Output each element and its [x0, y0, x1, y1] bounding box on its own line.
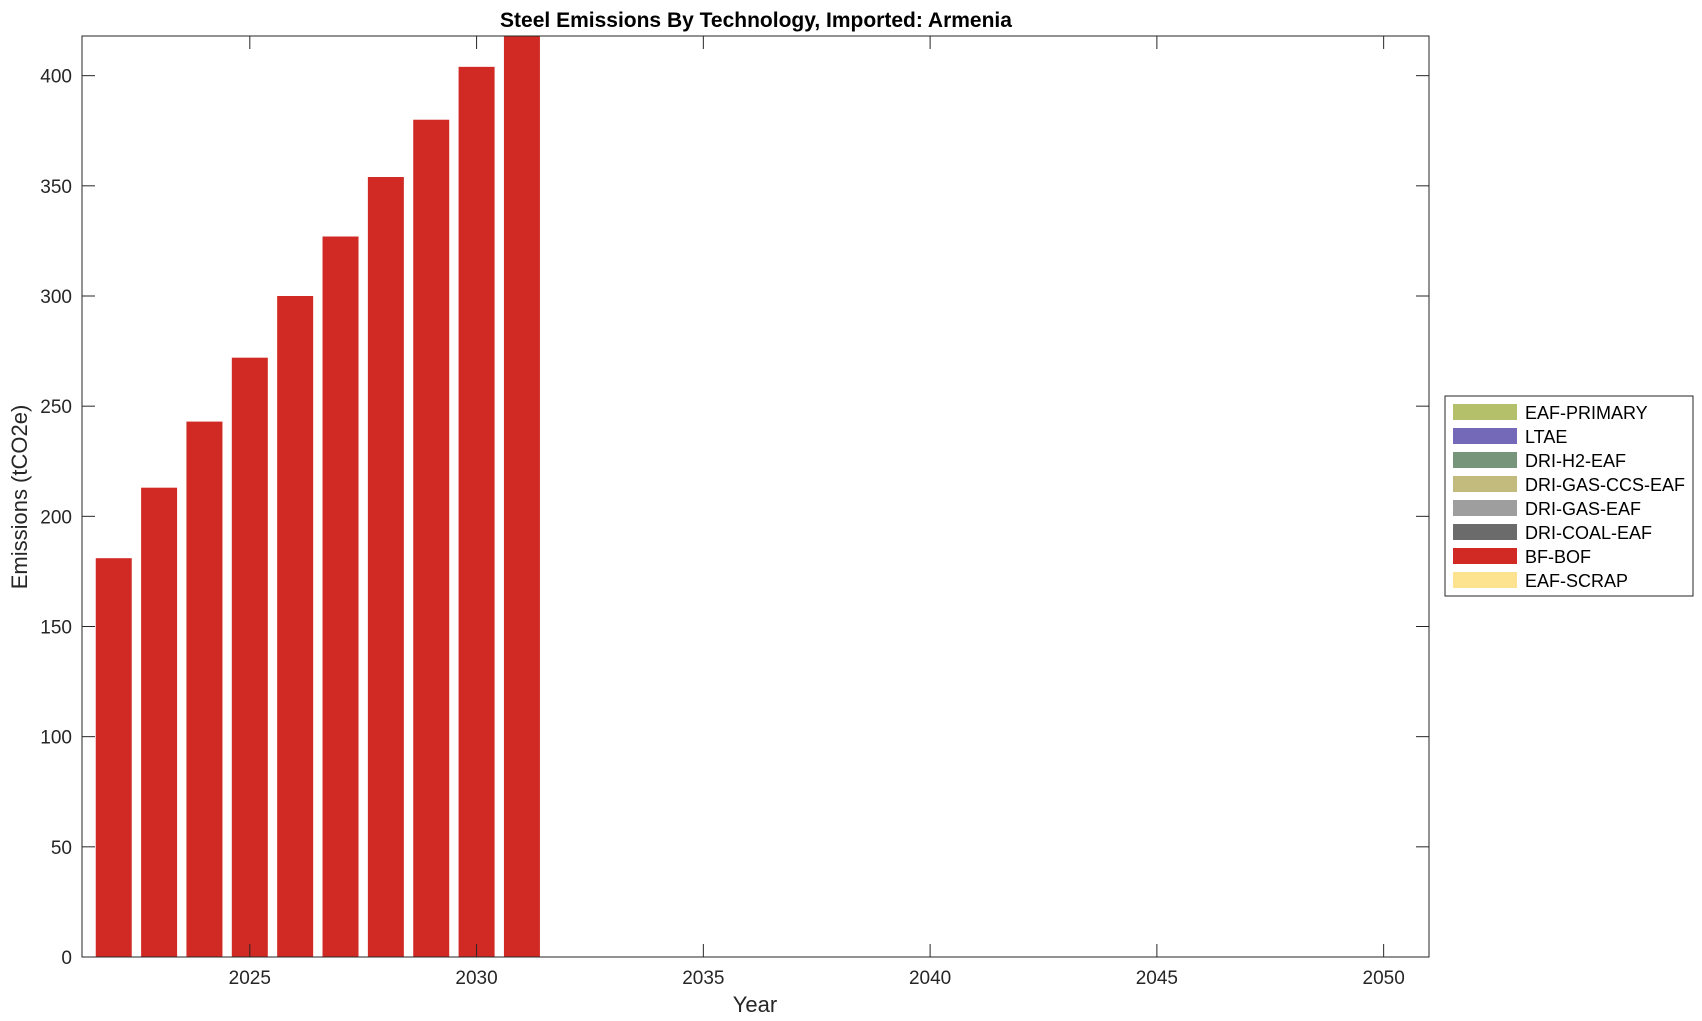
- y-tick-label: 350: [40, 177, 72, 198]
- legend-swatch-dri-gas-eaf: [1453, 500, 1517, 516]
- y-tick-label: 50: [51, 838, 72, 859]
- bar-bf-bof-2031: [503, 36, 540, 957]
- legend-label-ltae: LTAE: [1525, 427, 1567, 447]
- legend: EAF-PRIMARY LTAE DRI-H2-EAF DRI-GAS-CCS-EAF…: [1444, 395, 1694, 597]
- x-tick-label: 2035: [682, 968, 724, 989]
- legend-label-dri-coal-eaf: DRI-COAL-EAF: [1525, 523, 1652, 543]
- bar-bf-bof-2022: [95, 558, 132, 957]
- bars: [95, 36, 540, 957]
- y-tick-label: 0: [61, 948, 72, 969]
- x-axis-ticks: 2025 2030 2035 2040 2045 2050: [229, 36, 1405, 989]
- x-tick-label: 2030: [455, 968, 497, 989]
- legend-swatch-dri-gas-ccs-eaf: [1453, 476, 1517, 492]
- y-tick-label: 400: [40, 67, 72, 88]
- chart-title: Steel Emissions By Technology, Imported:…: [500, 9, 1012, 32]
- legend-swatch-eaf-scrap: [1453, 572, 1517, 588]
- bar-bf-bof-2024: [186, 421, 223, 957]
- bar-bf-bof-2029: [413, 119, 450, 957]
- plot-area-frame: [81, 35, 1430, 958]
- bar-bf-bof-2026: [277, 295, 314, 957]
- legend-swatch-dri-coal-eaf: [1453, 524, 1517, 540]
- bar-bf-bof-2025: [231, 357, 268, 957]
- legend-swatch-bf-bof: [1453, 548, 1517, 564]
- legend-label-dri-h2-eaf: DRI-H2-EAF: [1525, 451, 1626, 471]
- y-tick-label: 300: [40, 287, 72, 308]
- bar-bf-bof-2028: [367, 177, 404, 957]
- legend-label-bf-bof: BF-BOF: [1525, 547, 1591, 567]
- legend-label-dri-gas-ccs-eaf: DRI-GAS-CCS-EAF: [1525, 475, 1685, 495]
- x-axis-title: Year: [733, 992, 777, 1017]
- legend-label-dri-gas-eaf: DRI-GAS-EAF: [1525, 499, 1641, 519]
- legend-swatch-dri-h2-eaf: [1453, 452, 1517, 468]
- bar-bf-bof-2027: [322, 236, 359, 957]
- legend-label-eaf-scrap: EAF-SCRAP: [1525, 571, 1628, 591]
- y-tick-label: 100: [40, 728, 72, 749]
- y-axis-ticks: 0 50 100 150 200 250 300 350 400: [40, 67, 1429, 969]
- bar-bf-bof-2030: [458, 66, 495, 957]
- y-tick-label: 250: [40, 397, 72, 418]
- y-tick-label: 150: [40, 617, 72, 638]
- x-tick-label: 2025: [229, 968, 271, 989]
- y-tick-label: 200: [40, 507, 72, 528]
- bar-bf-bof-2023: [141, 487, 178, 957]
- x-tick-label: 2040: [909, 968, 951, 989]
- x-tick-label: 2045: [1136, 968, 1178, 989]
- legend-swatch-eaf-primary: [1453, 404, 1517, 420]
- legend-swatch-ltae: [1453, 428, 1517, 444]
- legend-label-eaf-primary: EAF-PRIMARY: [1525, 403, 1648, 423]
- x-tick-label: 2050: [1363, 968, 1405, 989]
- y-axis-title: Emissions (tCO2e): [7, 405, 32, 590]
